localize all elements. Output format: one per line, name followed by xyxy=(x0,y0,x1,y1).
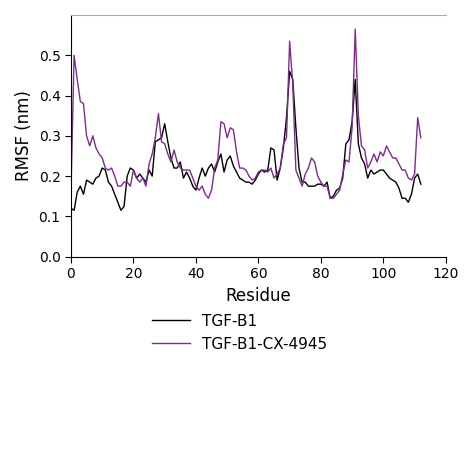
TGF-B1 xyxy=(287,69,292,74)
TGF-B1 xyxy=(399,196,405,201)
TGF-B1-CX-4945 xyxy=(181,167,186,173)
TGF-B1-CX-4945 xyxy=(78,99,83,104)
TGF-B1 xyxy=(418,181,424,187)
Line: TGF-B1-CX-4945: TGF-B1-CX-4945 xyxy=(71,29,421,198)
TGF-B1-CX-4945 xyxy=(399,167,405,173)
TGF-B1-CX-4945 xyxy=(365,165,371,171)
TGF-B1-CX-4945 xyxy=(352,27,358,32)
TGF-B1 xyxy=(81,192,86,197)
Y-axis label: RMSF (nm): RMSF (nm) xyxy=(15,90,33,181)
TGF-B1 xyxy=(337,185,342,191)
TGF-B1-CX-4945 xyxy=(418,135,424,140)
TGF-B1 xyxy=(71,207,77,213)
TGF-B1-CX-4945 xyxy=(206,196,211,201)
X-axis label: Residue: Residue xyxy=(226,287,291,305)
Legend: TGF-B1, TGF-B1-CX-4945: TGF-B1, TGF-B1-CX-4945 xyxy=(146,308,334,358)
TGF-B1-CX-4945 xyxy=(81,101,86,106)
TGF-B1 xyxy=(184,169,190,175)
TGF-B1-CX-4945 xyxy=(334,192,339,197)
Line: TGF-B1: TGF-B1 xyxy=(71,72,421,210)
TGF-B1 xyxy=(68,206,74,211)
TGF-B1-CX-4945 xyxy=(68,189,74,195)
TGF-B1 xyxy=(365,176,371,181)
TGF-B1 xyxy=(84,177,90,183)
